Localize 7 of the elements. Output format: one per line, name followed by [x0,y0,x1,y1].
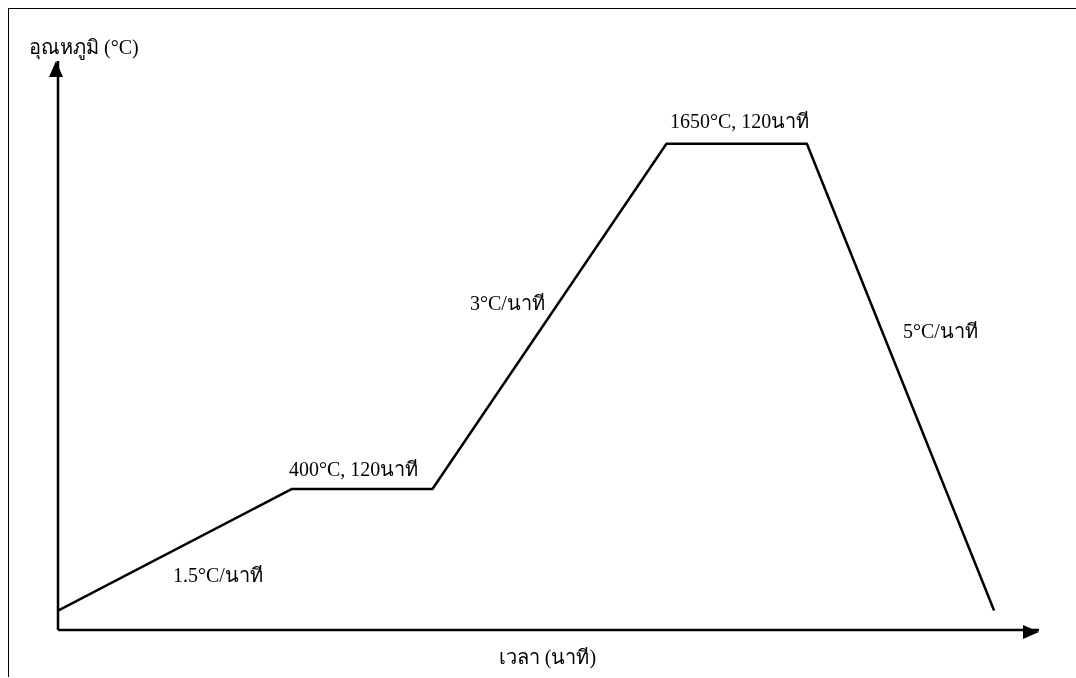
text: 1650°C, 120นาที [670,110,810,132]
annotation: 5°C/นาที [903,320,978,342]
annotation: 400°C, 120นาที [289,458,419,480]
annotation: 1.5°C/นาที [173,564,263,586]
y-axis-title: อุณหภูมิ (°C) [29,35,139,62]
x-axis-title: เวลา (นาที) [498,645,597,671]
annotation: 3°C/นาที [470,292,545,314]
